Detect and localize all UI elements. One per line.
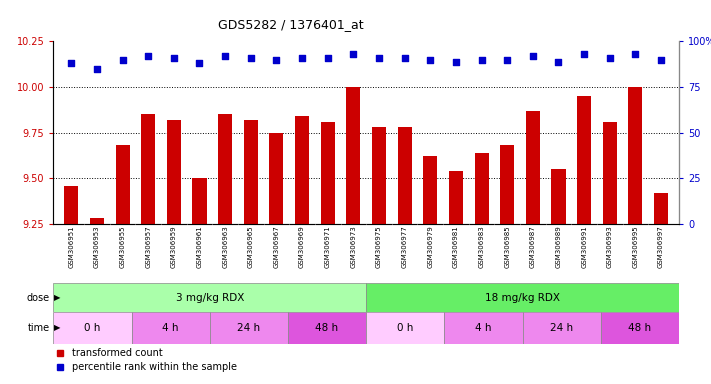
Bar bbox=[295, 116, 309, 224]
Bar bbox=[90, 218, 104, 224]
Text: 0 h: 0 h bbox=[397, 323, 414, 333]
Text: GSM306997: GSM306997 bbox=[658, 226, 664, 268]
Bar bbox=[167, 120, 181, 224]
Point bbox=[271, 56, 282, 63]
Text: GSM306953: GSM306953 bbox=[94, 226, 100, 268]
Bar bbox=[372, 127, 386, 224]
Bar bbox=[141, 114, 155, 224]
Bar bbox=[444, 312, 523, 344]
Text: ▶: ▶ bbox=[54, 323, 60, 333]
Text: GSM306991: GSM306991 bbox=[581, 226, 587, 268]
Text: GSM306987: GSM306987 bbox=[530, 226, 536, 268]
Text: GSM306983: GSM306983 bbox=[479, 226, 485, 268]
Text: GSM306965: GSM306965 bbox=[247, 226, 254, 268]
Point bbox=[194, 60, 205, 66]
Bar bbox=[523, 312, 601, 344]
Text: GSM306977: GSM306977 bbox=[402, 226, 407, 268]
Bar bbox=[552, 169, 565, 224]
Text: 48 h: 48 h bbox=[629, 323, 651, 333]
Text: ▶: ▶ bbox=[54, 293, 60, 302]
Text: GSM306957: GSM306957 bbox=[145, 226, 151, 268]
Text: 24 h: 24 h bbox=[550, 323, 573, 333]
Text: GSM306951: GSM306951 bbox=[68, 226, 74, 268]
Bar bbox=[269, 133, 284, 224]
Point bbox=[91, 66, 102, 72]
Point bbox=[527, 53, 538, 59]
Text: GSM306963: GSM306963 bbox=[222, 226, 228, 268]
Text: GSM306975: GSM306975 bbox=[376, 226, 382, 268]
Bar bbox=[244, 120, 258, 224]
Text: 4 h: 4 h bbox=[162, 323, 179, 333]
Bar bbox=[115, 146, 129, 224]
Text: dose: dose bbox=[26, 293, 50, 303]
Text: GSM306969: GSM306969 bbox=[299, 226, 305, 268]
Text: 0 h: 0 h bbox=[84, 323, 101, 333]
Bar bbox=[53, 312, 132, 344]
Text: GSM306979: GSM306979 bbox=[427, 226, 433, 268]
Bar bbox=[577, 96, 591, 224]
Point bbox=[373, 55, 385, 61]
Point bbox=[399, 55, 410, 61]
Bar bbox=[288, 312, 366, 344]
Bar bbox=[321, 122, 335, 224]
Text: GSM306989: GSM306989 bbox=[555, 226, 562, 268]
Point bbox=[424, 56, 436, 63]
Bar bbox=[654, 193, 668, 224]
Bar bbox=[603, 122, 617, 224]
Point bbox=[630, 51, 641, 57]
Text: GSM306967: GSM306967 bbox=[274, 226, 279, 268]
Point bbox=[65, 60, 77, 66]
Text: percentile rank within the sample: percentile rank within the sample bbox=[72, 362, 237, 372]
Point bbox=[169, 55, 180, 61]
Text: GSM306993: GSM306993 bbox=[606, 226, 613, 268]
Text: GSM306961: GSM306961 bbox=[196, 226, 203, 268]
Text: GSM306971: GSM306971 bbox=[325, 226, 331, 268]
Point bbox=[656, 56, 667, 63]
Point bbox=[501, 56, 513, 63]
Text: GSM306959: GSM306959 bbox=[171, 226, 177, 268]
Point bbox=[552, 58, 564, 65]
Text: 4 h: 4 h bbox=[475, 323, 492, 333]
Bar bbox=[210, 312, 288, 344]
Point bbox=[348, 51, 359, 57]
Text: transformed count: transformed count bbox=[72, 348, 163, 358]
Bar bbox=[526, 111, 540, 224]
Bar bbox=[64, 185, 78, 224]
Bar bbox=[366, 312, 444, 344]
Bar bbox=[500, 146, 514, 224]
Point bbox=[117, 56, 128, 63]
Bar bbox=[474, 153, 488, 224]
Point bbox=[245, 55, 257, 61]
Text: 24 h: 24 h bbox=[237, 323, 260, 333]
Bar bbox=[366, 283, 679, 312]
Bar bbox=[449, 171, 463, 224]
Text: GSM306955: GSM306955 bbox=[119, 226, 126, 268]
Bar bbox=[218, 114, 232, 224]
Point bbox=[604, 55, 616, 61]
Point bbox=[450, 58, 461, 65]
Bar bbox=[423, 156, 437, 224]
Text: time: time bbox=[28, 323, 50, 333]
Text: 48 h: 48 h bbox=[316, 323, 338, 333]
Text: 18 mg/kg RDX: 18 mg/kg RDX bbox=[485, 293, 560, 303]
Point bbox=[220, 53, 231, 59]
Text: 3 mg/kg RDX: 3 mg/kg RDX bbox=[176, 293, 244, 303]
Bar bbox=[601, 312, 679, 344]
Bar bbox=[629, 87, 643, 224]
Text: GSM306995: GSM306995 bbox=[632, 226, 638, 268]
Text: GDS5282 / 1376401_at: GDS5282 / 1376401_at bbox=[218, 18, 364, 31]
Point bbox=[322, 55, 333, 61]
Point bbox=[296, 55, 308, 61]
Bar bbox=[132, 312, 210, 344]
Bar bbox=[193, 178, 206, 224]
Text: GSM306973: GSM306973 bbox=[351, 226, 356, 268]
Point bbox=[142, 53, 154, 59]
Bar bbox=[397, 127, 412, 224]
Point bbox=[476, 56, 487, 63]
Bar bbox=[53, 283, 366, 312]
Point bbox=[579, 51, 590, 57]
Text: GSM306981: GSM306981 bbox=[453, 226, 459, 268]
Text: GSM306985: GSM306985 bbox=[504, 226, 510, 268]
Bar bbox=[346, 87, 360, 224]
